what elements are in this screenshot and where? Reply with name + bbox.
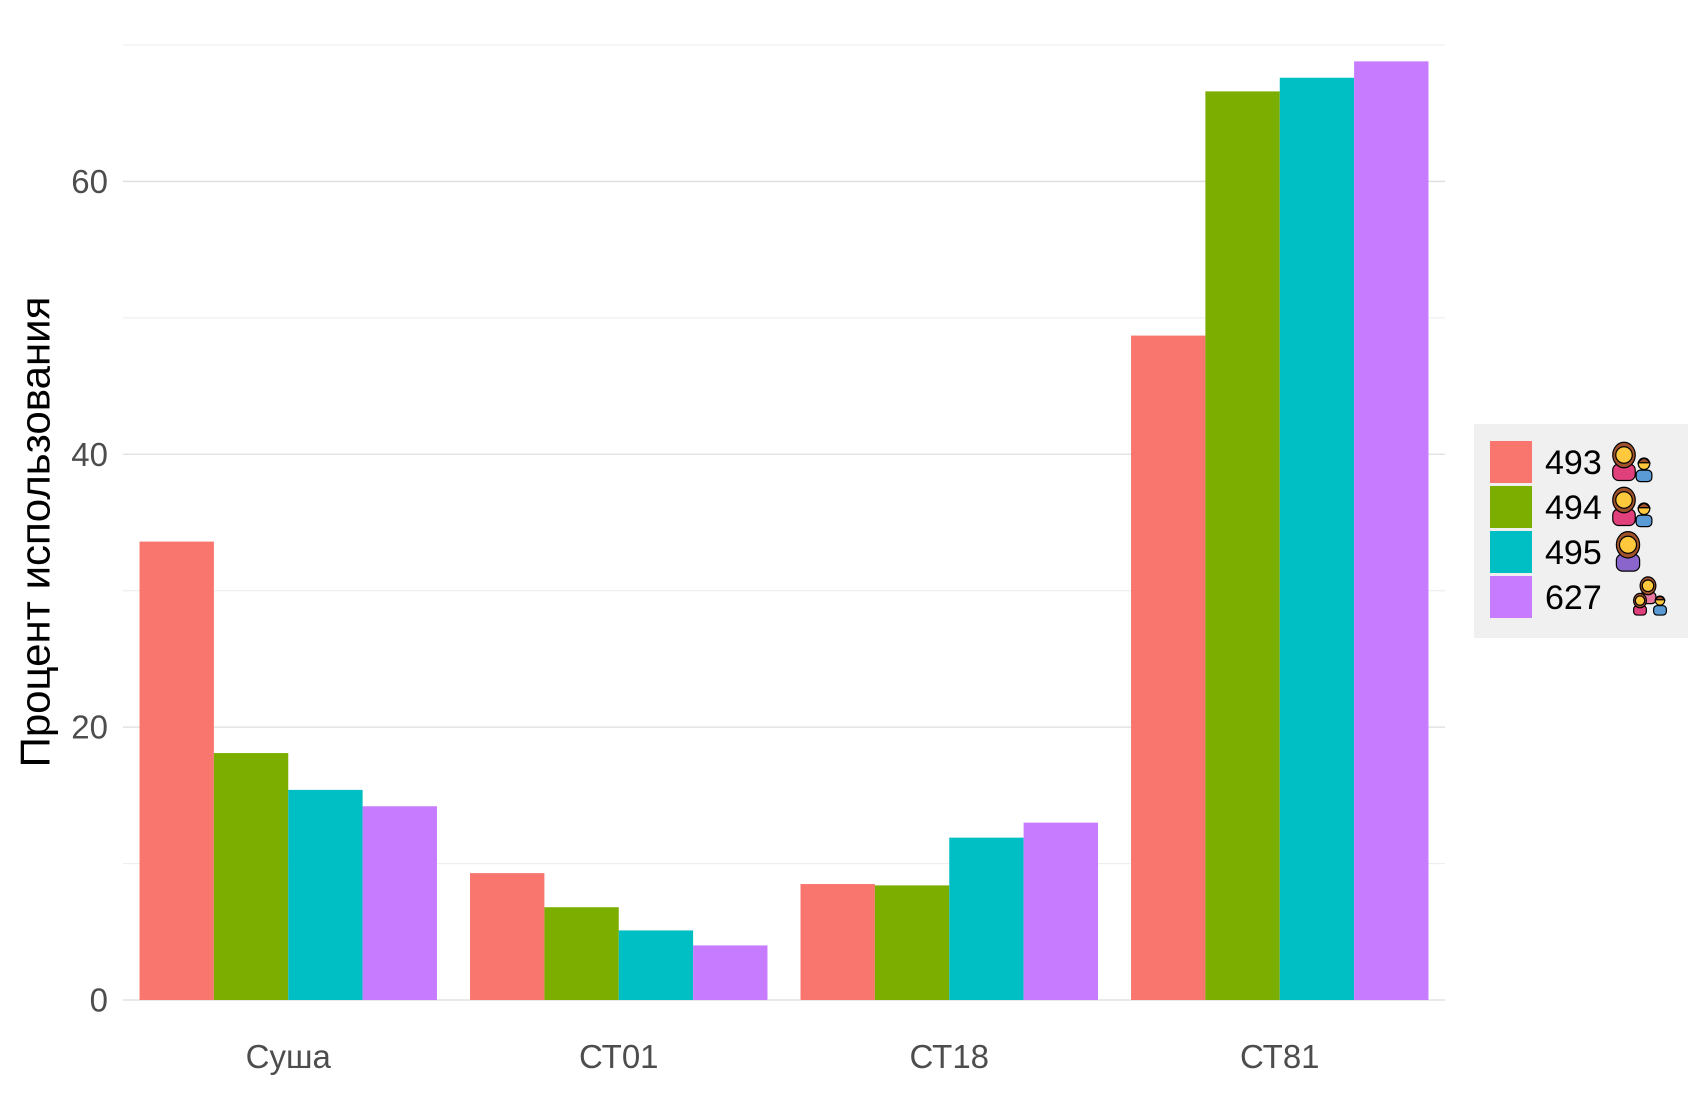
bar-495-4 [1279,77,1355,1000]
bar-495-1 [288,789,363,1000]
woman-man-icon [1612,486,1653,528]
legend-label-494: 494 [1545,489,1602,527]
bar-493-2 [470,873,545,1000]
x-tick-label: Суша [246,1038,332,1075]
bar-494-3 [874,885,950,1000]
bar-627-2 [693,945,768,1000]
y-tick-label: 40 [71,436,108,473]
bar-494-1 [213,753,289,1000]
x-tick-label: СТ01 [579,1038,659,1075]
x-tick-label: СТ81 [1240,1038,1320,1075]
bar-495-2 [618,930,694,1000]
y-tick-label: 60 [71,163,108,200]
bar-493-4 [1131,335,1206,1000]
bar-493-3 [800,884,875,1000]
bar-627-3 [1023,822,1098,1000]
bar-627-1 [362,806,437,1000]
bars-layer [139,61,1429,1000]
bar-494-4 [1205,91,1280,1000]
legend: 493 494 495 627 [1474,424,1688,638]
legend-label-627: 627 [1545,579,1602,617]
legend-key-493 [1490,441,1532,483]
legend-key-495 [1490,531,1532,573]
axis-layer: 0 20 40 60 Суша СТ01 СТ18 СТ81 [71,163,1319,1075]
bar-627-4 [1354,61,1429,1000]
family-icon [1633,576,1667,616]
y-tick-label: 0 [90,982,108,1019]
x-tick-label: СТ18 [909,1038,989,1075]
woman-icon [1615,531,1641,572]
bar-495-3 [949,837,1024,1000]
y-tick-label: 20 [71,709,108,746]
legend-key-627 [1490,576,1532,618]
woman-man-icon [1612,441,1653,483]
legend-label-493: 493 [1545,444,1602,482]
legend-label-495: 495 [1545,534,1602,572]
y-axis-title: Процент использования [12,297,59,768]
bar-493-1 [139,541,214,1000]
bar-494-2 [544,907,619,1000]
legend-key-494 [1490,486,1532,528]
